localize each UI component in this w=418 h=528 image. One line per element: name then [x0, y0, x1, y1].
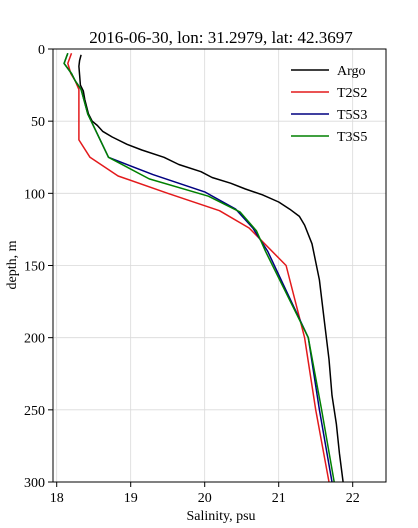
- y-axis-label: depth, m: [5, 240, 20, 289]
- chart-title: 2016-06-30, lon: 31.2979, lat: 42.3697: [89, 28, 353, 47]
- legend-label-t3s5: T3S5: [337, 130, 367, 145]
- y-axis-ticks: 0 50 100 150 200 250 300: [24, 43, 53, 491]
- y-tick-label: 250: [24, 404, 45, 419]
- legend-label-argo: Argo: [337, 64, 366, 79]
- legend-label-t5s3: T5S3: [337, 108, 367, 123]
- legend: Argo T2S2 T5S3 T3S5: [291, 64, 367, 145]
- legend-label-t2s2: T2S2: [337, 86, 367, 101]
- y-tick-label: 300: [24, 476, 45, 491]
- x-axis-label: Salinity, psu: [186, 509, 255, 524]
- x-tick-label: 21: [272, 491, 286, 506]
- y-tick-label: 200: [24, 332, 45, 347]
- y-tick-label: 50: [31, 115, 45, 130]
- x-tick-label: 20: [198, 491, 212, 506]
- y-tick-label: 0: [38, 43, 45, 58]
- series-line-t5s3: [63, 53, 333, 483]
- y-tick-label: 150: [24, 260, 45, 275]
- series-line-t3s5: [63, 53, 335, 483]
- series-line-t2s2: [67, 53, 330, 483]
- x-axis-ticks: 18 19 20 21 22: [50, 482, 360, 506]
- y-tick-label: 100: [24, 187, 45, 202]
- series-layer: [63, 53, 344, 483]
- x-tick-label: 18: [50, 491, 64, 506]
- x-tick-label: 19: [124, 491, 138, 506]
- x-tick-label: 22: [346, 491, 360, 506]
- series-line-argo: [78, 54, 344, 483]
